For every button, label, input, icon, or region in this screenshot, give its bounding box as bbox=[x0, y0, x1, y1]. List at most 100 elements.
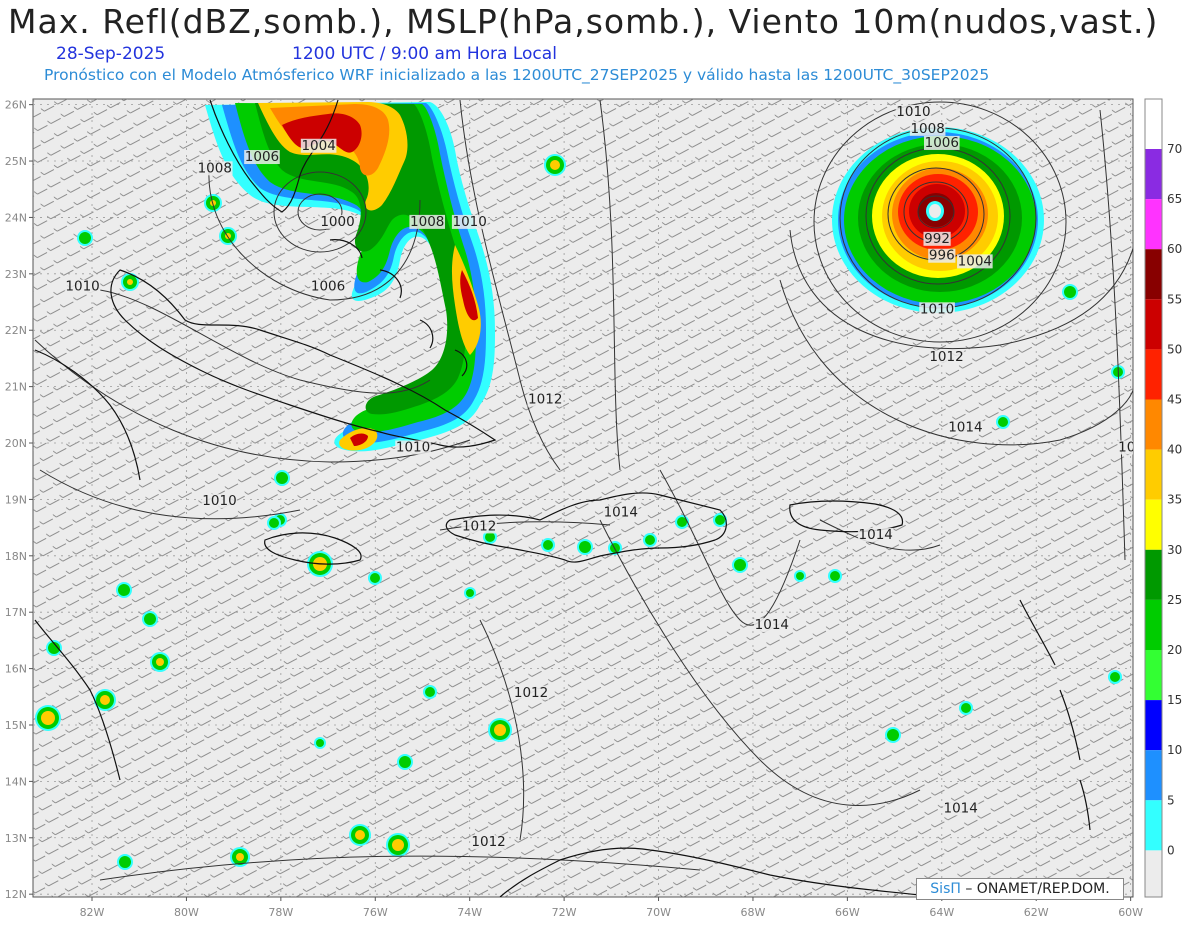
colorbar-label: 65 bbox=[1167, 192, 1182, 206]
pressure-label-bg bbox=[923, 135, 960, 150]
lon-label: 68W bbox=[741, 906, 766, 919]
colorbar-border bbox=[1144, 98, 1163, 898]
lon-label: 82W bbox=[80, 906, 105, 919]
cell-mid bbox=[316, 739, 324, 747]
pressure-label-bg bbox=[64, 279, 101, 294]
lat-label: 23N bbox=[5, 268, 27, 281]
coastlines bbox=[34, 99, 1091, 897]
lat-label: 17N bbox=[5, 606, 27, 619]
scattered-convective-cells bbox=[35, 154, 1125, 870]
chart-title: Max. Refl(dBZ,somb.), MSLP(hPa,somb.), V… bbox=[8, 2, 1159, 41]
colorbar-label: 30 bbox=[1167, 543, 1182, 557]
pressure-label: 1014 bbox=[944, 800, 978, 816]
pressure-label-bg bbox=[919, 302, 955, 317]
cell-mid bbox=[830, 571, 840, 581]
pressure-label: 1010 bbox=[202, 493, 236, 509]
lon-label: 70W bbox=[646, 906, 671, 919]
pressure-label-bg bbox=[1117, 440, 1133, 455]
cell-mid bbox=[1064, 286, 1076, 298]
colorbar-swatch bbox=[1145, 99, 1162, 149]
lat-label: 21N bbox=[5, 381, 27, 394]
colorbar-swatch bbox=[1145, 449, 1162, 500]
pressure-label: 1000 bbox=[320, 214, 354, 230]
cell-mid bbox=[734, 559, 746, 571]
pressure-label: 1012 bbox=[528, 392, 562, 408]
pressure-label: 1014 bbox=[755, 617, 789, 633]
pressure-label: 1010 bbox=[920, 301, 954, 317]
forecast-time: 1200 UTC / 9:00 am Hora Local bbox=[292, 44, 557, 64]
lat-axis-labels: 26N 25N 24N 23N 22N 21N 20N 19N 18N 17N 16N 15N 14N 1… bbox=[5, 99, 33, 901]
cell-mid bbox=[961, 703, 971, 713]
cell-core bbox=[392, 839, 404, 851]
lat-label: 22N bbox=[5, 324, 27, 337]
cell-mid bbox=[796, 572, 804, 580]
colorbar-swatch bbox=[1145, 800, 1162, 851]
colorbar-swatch bbox=[1145, 549, 1162, 600]
pressure-label-bg bbox=[928, 248, 956, 263]
pressure-label-bg bbox=[602, 505, 639, 520]
hispaniola-coast bbox=[445, 492, 727, 563]
colorbar-label: 60 bbox=[1167, 242, 1182, 256]
pressure-label-bg bbox=[300, 138, 337, 153]
lat-label: 26N bbox=[5, 99, 27, 112]
colorbar-swatch bbox=[1145, 750, 1162, 801]
pressure-label: 1010 bbox=[896, 104, 930, 120]
colorbar-swatch bbox=[1145, 349, 1162, 400]
colorbar-label: 40 bbox=[1167, 443, 1182, 457]
colorbar-swatch bbox=[1145, 850, 1162, 897]
pressure-label-bg bbox=[244, 150, 280, 165]
pressure-label-bg bbox=[470, 835, 507, 850]
cell-mid bbox=[610, 543, 620, 553]
colorbar-swatch bbox=[1145, 499, 1162, 550]
colorbar-label: 35 bbox=[1167, 493, 1182, 507]
colorbar-swatch bbox=[1145, 650, 1162, 701]
credit-text: – ONAMET/REP.DOM. bbox=[965, 881, 1110, 897]
cell-mid bbox=[399, 756, 411, 768]
colorbar-swatch bbox=[1145, 149, 1162, 200]
pressure-label-bg bbox=[451, 214, 488, 229]
pressure-label: 1008 bbox=[198, 160, 232, 176]
lat-label: 16N bbox=[5, 663, 27, 676]
pressure-label: 1006 bbox=[311, 279, 345, 295]
cell-mid bbox=[485, 532, 495, 542]
colorbar-label: 70 bbox=[1167, 142, 1182, 156]
south-america-coast bbox=[499, 847, 921, 897]
cell-core bbox=[236, 853, 244, 861]
pressure-label-bg bbox=[942, 801, 979, 816]
lon-label: 60W bbox=[1118, 906, 1143, 919]
pressure-label: 1008 bbox=[910, 121, 944, 137]
colorbar-label: 10 bbox=[1167, 743, 1182, 757]
cell-mid bbox=[645, 535, 655, 545]
pressure-label: 1008 bbox=[410, 214, 444, 230]
colorbar-swatch bbox=[1145, 199, 1162, 250]
colorbar-label: 25 bbox=[1167, 593, 1182, 607]
lat-label: 13N bbox=[5, 832, 27, 845]
pressure-label: 1014 bbox=[859, 527, 893, 543]
cell-core bbox=[100, 695, 110, 705]
pressure-label-bg bbox=[895, 104, 932, 119]
colorbar-swatch bbox=[1145, 599, 1162, 650]
pressure-label: 996 bbox=[929, 248, 955, 264]
cell-mid bbox=[276, 472, 288, 484]
colorbar-label: 0 bbox=[1167, 843, 1175, 857]
pressure-label: 1014 bbox=[604, 504, 638, 520]
hurricane-reflectivity bbox=[832, 127, 1044, 313]
lat-label: 12N bbox=[5, 888, 27, 901]
pressure-label-bg bbox=[754, 618, 790, 633]
cell-core bbox=[127, 279, 133, 285]
pressure-label: 1012 bbox=[471, 834, 505, 850]
colorbar-swatch bbox=[1145, 700, 1162, 751]
forecast-date: 28-Sep-2025 bbox=[56, 44, 166, 64]
cell-mid bbox=[715, 515, 725, 525]
bahamas-islands bbox=[329, 239, 468, 377]
cell-core bbox=[156, 658, 164, 666]
lon-label: 80W bbox=[174, 906, 199, 919]
pressure-label: 1010 bbox=[396, 439, 430, 455]
pressure-label: 1010 bbox=[453, 214, 487, 230]
pressure-label-bg bbox=[319, 214, 356, 229]
cell-mid bbox=[677, 517, 687, 527]
credit-box: SisΠ – ONAMET/REP.DOM. bbox=[916, 878, 1124, 900]
cell-mid bbox=[118, 584, 130, 596]
cell-mid bbox=[543, 540, 553, 550]
